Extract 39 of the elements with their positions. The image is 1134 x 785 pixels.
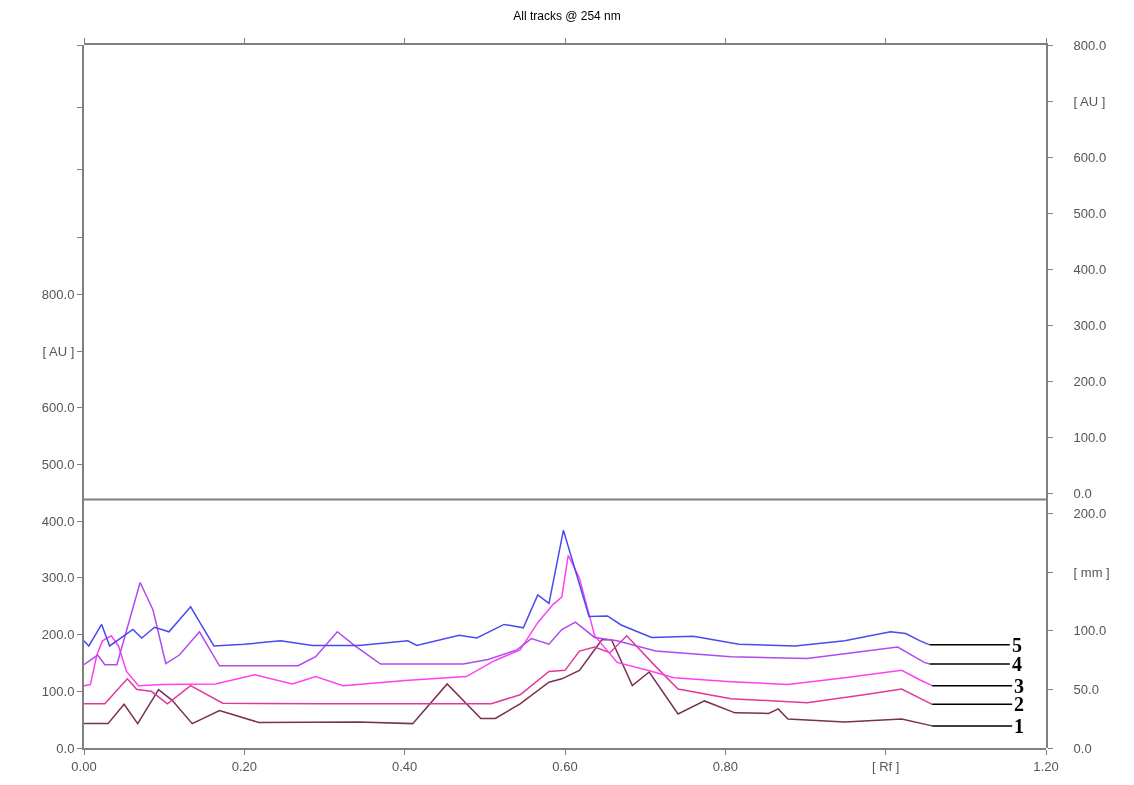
line-series [84,554,933,687]
y2-tick-label: 0.0 [1073,740,1092,756]
y-tick-label: 600.0 [41,400,75,416]
y-tick-label: 200.0 [41,627,75,643]
y3-tick-label: 100.0 [1073,429,1107,445]
text: 4 [1012,653,1022,675]
x-tick-label: 0.40 [392,758,418,774]
x-tick-label: [ Rf ] [871,758,900,774]
y3-tick-label: 0.0 [1073,485,1092,501]
y2-tick-label: [ mm ] [1073,564,1110,580]
y2-tick-label: 200.0 [1073,506,1107,522]
text: 1 [1014,715,1024,737]
line-series [84,638,933,727]
y-tick-label: [ AU ] [42,343,75,359]
y3-tick-label: 400.0 [1073,261,1107,277]
text: 5 [1012,634,1022,656]
y-tick-label: 800.0 [41,287,75,302]
y3-tick-label: 200.0 [1073,373,1107,389]
x-tick-label: 0.00 [71,758,97,774]
y-tick-label: 300.0 [41,570,75,586]
chart-title: All tracks @ 254 nm [513,9,621,24]
y3-tick-label: 800.0 [1073,37,1107,53]
y3-tick-label: 300.0 [1073,317,1107,333]
y-tick-label: 100.0 [41,683,75,699]
x-tick-label: 0.20 [231,758,257,774]
x-tick-label: 0.80 [712,758,738,774]
x-tick-label: 0.60 [552,758,578,774]
y3-tick-label: [ AU ] [1073,93,1106,109]
y-tick-label: 400.0 [41,513,75,529]
x-tick-label: 1.20 [1033,758,1059,774]
y3-tick-label: 600.0 [1073,149,1107,165]
y-tick-label: 0.0 [56,740,75,756]
line-series [84,529,931,647]
y3-tick-label: 500.0 [1073,205,1107,221]
y-tick-label: 500.0 [41,457,75,473]
line-series [84,581,931,667]
y2-tick-label: 50.0 [1073,681,1099,697]
y2-tick-label: 100.0 [1073,623,1107,639]
line-series [84,635,933,706]
